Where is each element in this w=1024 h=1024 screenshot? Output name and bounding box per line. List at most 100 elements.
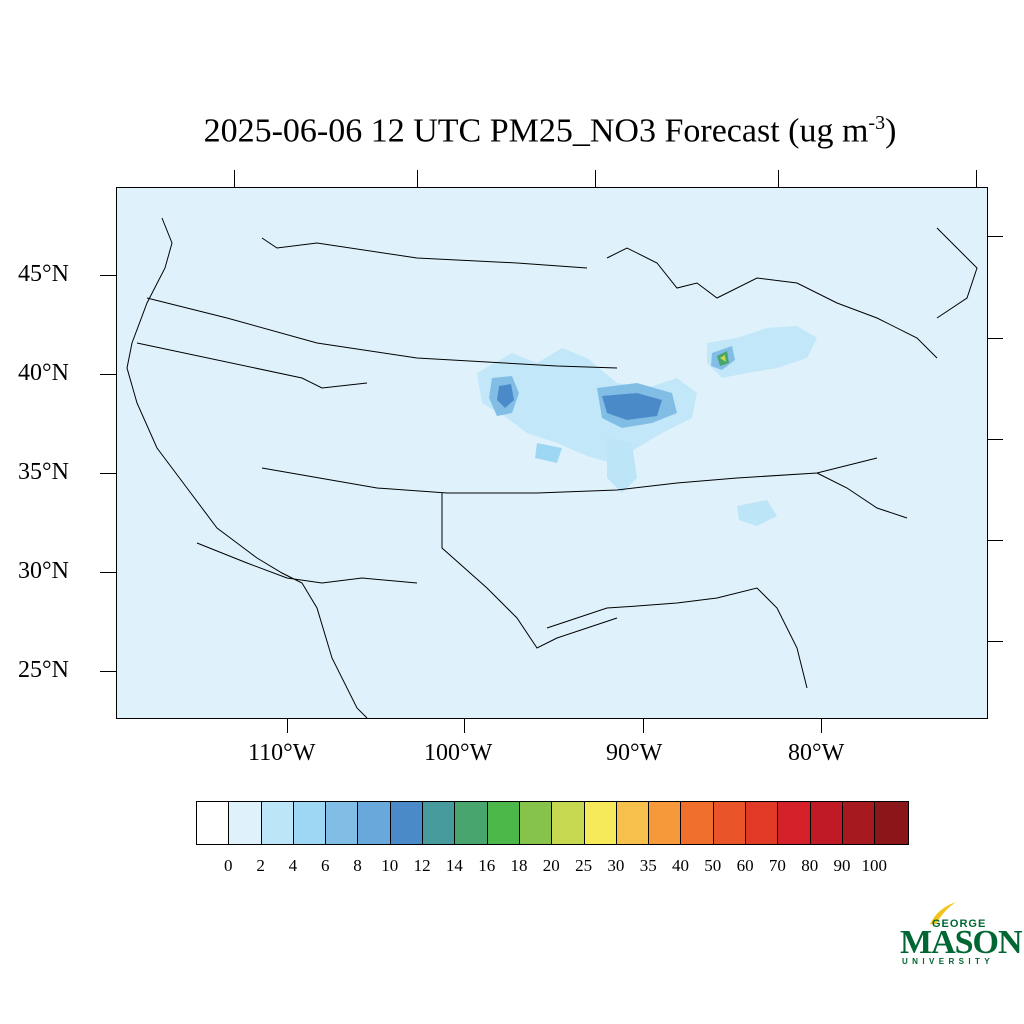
top-tick: [595, 170, 596, 187]
colorbar-label: 40: [672, 856, 689, 875]
title-close: ): [885, 112, 897, 150]
colorbar-swatch: [326, 802, 359, 844]
colorbar-swatch: [842, 802, 876, 844]
colorbar-swatch: [293, 802, 327, 844]
lat-label: 45°N: [18, 261, 69, 287]
colorbar-label: 6: [320, 856, 330, 875]
border-line: [261, 237, 588, 269]
colorbar-swatch: [423, 802, 456, 844]
border-line: [261, 457, 878, 494]
top-tick: [976, 170, 977, 187]
colorbar-label: 25: [575, 856, 593, 875]
map-title: 2025-06-06 12 UTC PM25_NO3 Forecast (ug …: [0, 112, 1024, 150]
colorbar-swatch: [649, 802, 682, 844]
concentration-overlay: [477, 326, 817, 526]
colorbar-swatch: [261, 802, 294, 844]
colorbar-swatch: [519, 802, 553, 844]
left-tick: [100, 374, 116, 375]
colorbar-swatch: [681, 802, 714, 844]
concentration-region: [497, 384, 514, 408]
concentration-region: [535, 443, 562, 463]
top-tick: [417, 170, 418, 187]
concentration-region: [720, 355, 726, 362]
concentration-region: [602, 393, 662, 420]
title-text: 2025-06-06 12 UTC PM25_NO3 Forecast (ug …: [203, 112, 869, 150]
colorbar-label: 10: [381, 856, 399, 875]
colorbar-swatch: [875, 802, 908, 844]
colorbar-swatch: [584, 802, 617, 844]
colorbar-label: 20: [542, 856, 560, 875]
lat-label: 40°N: [18, 360, 69, 386]
colorbar-label: 35: [639, 856, 657, 875]
colorbar-swatch: [746, 802, 779, 844]
colorbar-swatch: [358, 802, 391, 844]
bottom-tick: [643, 717, 644, 733]
bottom-tick: [464, 717, 465, 733]
top-tick: [234, 170, 235, 187]
colorbar-labels: 0 2 4 6 8 10 12 14 16 18 20 25 30 35 40 50 60 70 80 90 100: [0, 856, 1024, 880]
concentration-region: [477, 348, 697, 463]
concentration-region: [707, 326, 817, 378]
colorbar-swatch: [616, 802, 650, 844]
colorbar-label: 2: [256, 856, 265, 875]
colorbar-swatch: [778, 802, 811, 844]
right-tick: [987, 338, 1003, 339]
right-tick: [987, 439, 1003, 440]
lat-label: 35°N: [18, 459, 69, 485]
logo-flame-icon: [930, 902, 956, 924]
border-line: [816, 472, 908, 519]
border-line: [441, 493, 618, 649]
border-line: [136, 342, 368, 389]
lat-label: 30°N: [18, 558, 69, 584]
right-tick: [987, 540, 1003, 541]
colorbar-label: 50: [704, 856, 722, 875]
concentration-region: [607, 438, 637, 493]
colorbar-swatch: [455, 802, 488, 844]
colorbar-label: 18: [510, 856, 528, 875]
logo-line2: MASON: [900, 924, 1023, 961]
colorbar-label: 0: [224, 856, 233, 875]
lon-label: 100°W: [424, 740, 493, 766]
colorbar-swatch: [197, 802, 230, 844]
border-line: [196, 542, 418, 584]
lon-label: 80°W: [788, 740, 845, 766]
concentration-region: [737, 500, 777, 526]
left-tick: [100, 473, 116, 474]
colorbar-label: 4: [288, 856, 298, 875]
coastline: [126, 217, 368, 718]
colorbar-label: 90: [833, 856, 851, 875]
top-tick: [778, 170, 779, 187]
bottom-tick: [821, 717, 822, 733]
lon-label: 110°W: [248, 740, 316, 766]
colorbar-label: 70: [768, 856, 786, 875]
border-line: [936, 227, 978, 319]
lon-label: 90°W: [606, 740, 663, 766]
left-tick: [100, 572, 116, 573]
border-line: [146, 297, 618, 369]
right-tick: [987, 641, 1003, 642]
border-line: [606, 247, 938, 359]
colorbar-swatch: [487, 802, 520, 844]
colorbar-label: 8: [353, 856, 362, 875]
left-tick: [100, 275, 116, 276]
gmu-logo: GEORGE MASON UNIVERSITY: [898, 900, 1023, 968]
colorbar-label: 12: [413, 856, 431, 875]
colorbar-label: 14: [445, 856, 463, 875]
colorbar-swatch: [810, 802, 843, 844]
colorbar-label: 100: [861, 856, 888, 875]
border-line: [546, 587, 808, 689]
left-tick: [100, 671, 116, 672]
colorbar-swatch: [229, 802, 262, 844]
logo-line1: GEORGE: [932, 918, 987, 930]
title-superscript: -3: [868, 112, 886, 134]
right-tick: [987, 236, 1003, 237]
bottom-tick: [287, 717, 288, 733]
colorbar-label: 30: [607, 856, 625, 875]
us-map: [126, 217, 978, 718]
colorbar-label: 16: [478, 856, 496, 875]
colorbar-swatch: [713, 802, 747, 844]
borders: [126, 217, 978, 718]
colorbar-label: 60: [736, 856, 754, 875]
map-panel: [116, 187, 988, 719]
colorbar-swatch: [552, 802, 585, 844]
